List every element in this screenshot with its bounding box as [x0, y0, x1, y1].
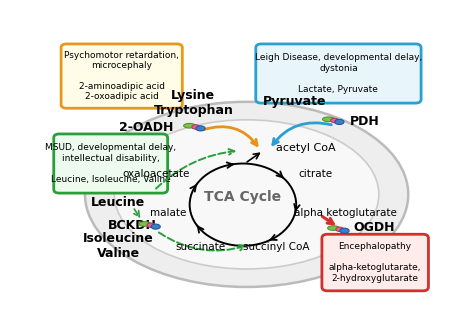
- FancyBboxPatch shape: [322, 234, 428, 291]
- Ellipse shape: [192, 125, 200, 129]
- Text: acetyl CoA: acetyl CoA: [276, 143, 336, 153]
- Text: Pyruvate: Pyruvate: [263, 95, 326, 108]
- Ellipse shape: [196, 126, 205, 131]
- Ellipse shape: [335, 119, 344, 125]
- FancyBboxPatch shape: [256, 44, 421, 103]
- Ellipse shape: [114, 120, 379, 269]
- Text: Encephalopathy

alpha-ketoglutarate,
2-hydroxyglutarate: Encephalopathy alpha-ketoglutarate, 2-hy…: [329, 242, 421, 283]
- Ellipse shape: [85, 102, 408, 287]
- Text: PDH: PDH: [349, 115, 379, 128]
- Text: Lysine
Tryptophan: Lysine Tryptophan: [154, 89, 233, 117]
- Text: alpha ketoglutarate: alpha ketoglutarate: [294, 208, 397, 218]
- Text: succinyl CoA: succinyl CoA: [243, 242, 309, 252]
- Ellipse shape: [340, 228, 349, 233]
- Text: 2-OADH: 2-OADH: [119, 121, 173, 134]
- Text: citrate: citrate: [298, 169, 332, 179]
- Text: Leigh Disease, developmental delay,
dystonia

Lactate, Pyruvate: Leigh Disease, developmental delay, dyst…: [255, 53, 422, 94]
- Text: Psychomotor retardation,
microcephaly

2-aminoadipic acid
2-oxoadipic acid: Psychomotor retardation, microcephaly 2-…: [64, 51, 179, 102]
- Text: OGDH: OGDH: [353, 221, 395, 234]
- Text: Leucine: Leucine: [91, 196, 145, 209]
- Ellipse shape: [183, 123, 195, 128]
- Text: succinate: succinate: [176, 242, 226, 252]
- FancyBboxPatch shape: [54, 134, 168, 193]
- Text: Isoleucine
Valine: Isoleucine Valine: [82, 232, 154, 260]
- Text: MSUD, developmental delay,
intellectual disability,

Leucine, Isoleucine, Valine: MSUD, developmental delay, intellectual …: [45, 143, 176, 184]
- Ellipse shape: [151, 224, 160, 229]
- Ellipse shape: [331, 118, 338, 123]
- Ellipse shape: [322, 117, 334, 122]
- Ellipse shape: [147, 223, 155, 227]
- Ellipse shape: [328, 226, 339, 230]
- Text: TCA Cycle: TCA Cycle: [204, 190, 282, 204]
- Ellipse shape: [336, 227, 344, 231]
- Text: malate: malate: [150, 208, 186, 218]
- Text: oxaloacetate: oxaloacetate: [122, 169, 190, 179]
- Ellipse shape: [139, 222, 151, 226]
- Text: BCKDH: BCKDH: [108, 219, 157, 232]
- FancyBboxPatch shape: [61, 44, 182, 108]
